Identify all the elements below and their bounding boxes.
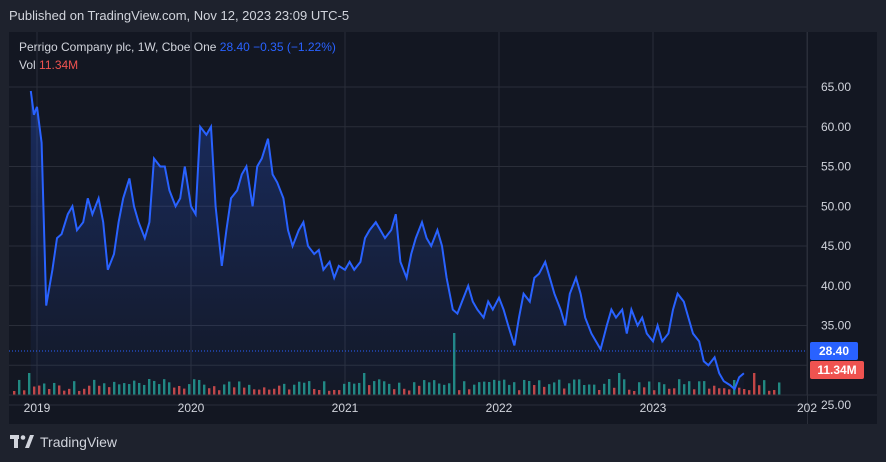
y-tick-label: 35.00: [821, 319, 851, 333]
y-tick-label: 25.00: [821, 398, 851, 412]
volume-bar: [748, 390, 751, 395]
price-line: [29, 90, 745, 391]
volume-badge: 11.34M: [810, 361, 864, 379]
y-tick-label: 40.00: [821, 279, 851, 293]
volume-bar: [28, 373, 31, 395]
time-axis: 2019 2020 2021 2022 2023 202: [24, 401, 818, 415]
symbol-row: Perrigo Company plc, 1W, Cboe One 28.40 …: [19, 38, 336, 56]
volume-bar: [23, 390, 26, 395]
tradingview-logo-icon: [10, 435, 34, 448]
y-tick-label: 45.00: [821, 239, 851, 253]
x-tick-label: 202: [797, 401, 817, 415]
svg-text:28.40: 28.40: [819, 344, 849, 358]
tradingview-brand: TradingView: [40, 434, 118, 450]
price-axis: 65.0060.0055.0050.0045.0040.0035.0030.00…: [821, 80, 851, 412]
volume-bar: [758, 385, 761, 395]
x-tick-label: 2021: [332, 401, 359, 415]
volume-bar: [13, 391, 16, 395]
x-tick-label: 2020: [178, 401, 205, 415]
volume-bar: [768, 390, 771, 395]
publish-caption: Published on TradingView.com, Nov 12, 20…: [9, 8, 350, 23]
x-tick-label: 2023: [640, 401, 667, 415]
symbol-title: Perrigo Company plc, 1W, Cboe One: [19, 40, 217, 54]
volume-value: 11.34M: [39, 58, 79, 72]
price-area: [30, 91, 744, 395]
y-tick-label: 65.00: [821, 80, 851, 94]
volume-bar: [743, 389, 746, 395]
x-tick-label: 2019: [24, 401, 51, 415]
volume-label: Vol: [19, 58, 36, 72]
last-price: 28.40: [219, 40, 250, 54]
y-tick-label: 55.00: [821, 160, 851, 174]
price-badge: 28.40: [810, 342, 858, 360]
price-change: −0.35 (−1.22%): [253, 40, 336, 54]
footer-brand[interactable]: TradingView: [10, 434, 117, 450]
axis-divider: [807, 32, 808, 424]
volume-bar: [18, 379, 21, 395]
volume-bar: [778, 382, 781, 395]
volume-bar: [763, 380, 766, 395]
chart-legend: Perrigo Company plc, 1W, Cboe One 28.40 …: [19, 38, 336, 74]
svg-text:11.34M: 11.34M: [817, 363, 856, 377]
volume-bar: [773, 390, 776, 395]
price-chart[interactable]: 65.0060.0055.0050.0045.0040.0035.0030.00…: [9, 32, 877, 424]
volume-bar: [753, 373, 756, 395]
volume-row: Vol 11.34M: [19, 56, 336, 74]
y-tick-label: 60.00: [821, 120, 851, 134]
y-tick-label: 50.00: [821, 199, 851, 213]
chart-panel[interactable]: 65.0060.0055.0050.0045.0040.0035.0030.00…: [9, 32, 877, 424]
x-tick-label: 2022: [486, 401, 513, 415]
